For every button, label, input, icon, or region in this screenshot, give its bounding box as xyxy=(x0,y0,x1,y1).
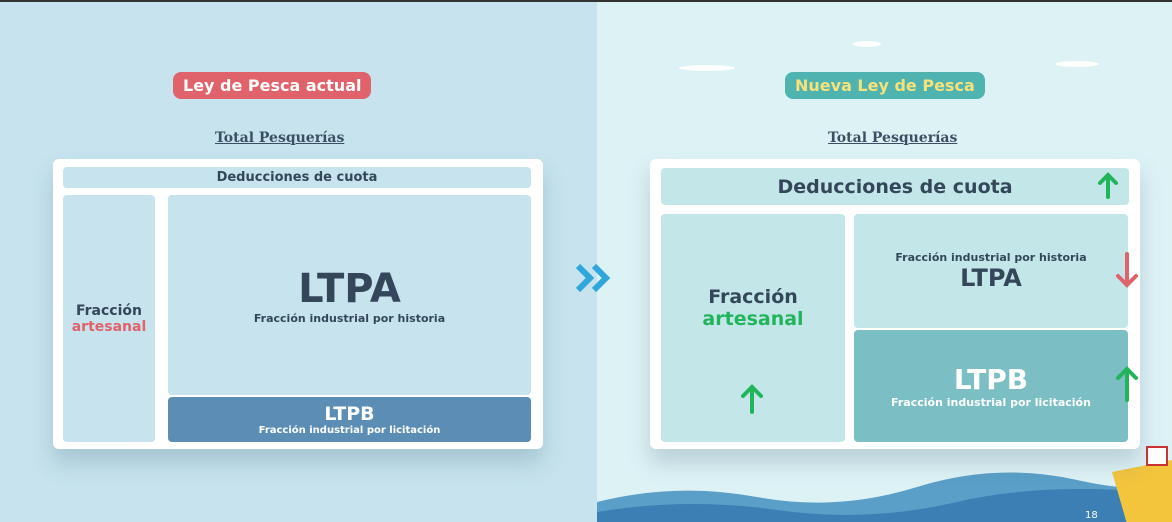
deducciones: Deducciones de cuota xyxy=(661,168,1129,205)
page-number: 18 xyxy=(1085,510,1098,521)
artesanal: Fracción artesanal xyxy=(63,195,155,442)
label: artesanal xyxy=(702,308,803,330)
heading: Total Pesquerías xyxy=(215,130,344,146)
ltpa: Fracción industrial por historia LTPA xyxy=(854,214,1128,328)
label: LTPA xyxy=(960,264,1022,292)
label: Fracción industrial por historia xyxy=(895,251,1086,264)
badge: Nueva Ley de Pesca xyxy=(785,72,985,99)
label: LTPB xyxy=(324,403,374,425)
label: LTPA xyxy=(298,266,401,312)
badge: Ley de Pesca actual xyxy=(173,72,371,99)
label: Fracción industrial por historia xyxy=(254,312,445,325)
label: artesanal xyxy=(72,319,147,335)
label: LTPB xyxy=(954,363,1028,396)
label: Fracción industrial por licitación xyxy=(259,425,441,436)
heading: Total Pesquerías xyxy=(828,130,957,146)
artesanal: Fracción artesanal xyxy=(661,214,845,442)
ltpa: LTPA Fracción industrial por historia xyxy=(168,195,531,395)
ltpb: LTPB Fracción industrial por licitación xyxy=(168,397,531,442)
chevron xyxy=(574,262,618,294)
label: Fracción xyxy=(708,286,798,308)
label: Fracción industrial por licitación xyxy=(891,396,1091,409)
ltpb: LTPB Fracción industrial por licitación xyxy=(854,330,1128,442)
deducciones: Deducciones de cuota xyxy=(63,167,531,188)
label: Fracción xyxy=(76,303,142,319)
slide: Ley de Pesca actual Total Pesquerías Ded… xyxy=(0,0,1172,522)
